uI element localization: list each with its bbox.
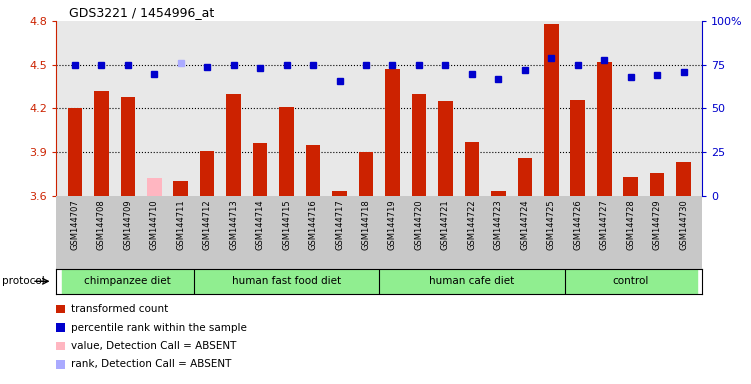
Bar (438, 101, 453, 196)
Text: GSM144714: GSM144714 (255, 200, 264, 250)
Text: transformed count: transformed count (71, 304, 167, 314)
Bar (491, 192, 505, 196)
Bar (385, 69, 400, 196)
Bar (68, 109, 82, 196)
Text: rank, Detection Call = ABSENT: rank, Detection Call = ABSENT (71, 359, 231, 369)
Text: GSM144725: GSM144725 (547, 200, 556, 250)
Text: human cafe diet: human cafe diet (430, 276, 514, 286)
Text: protocol: protocol (2, 276, 44, 286)
Text: control: control (613, 276, 649, 286)
Bar (565, 269, 697, 294)
Text: GSM144709: GSM144709 (123, 200, 132, 250)
Text: GDS3221 / 1454996_at: GDS3221 / 1454996_at (69, 5, 215, 18)
Text: value, Detection Call = ABSENT: value, Detection Call = ABSENT (71, 341, 236, 351)
Bar (623, 177, 638, 196)
Text: GSM144728: GSM144728 (626, 200, 635, 250)
Text: GSM144726: GSM144726 (573, 200, 582, 250)
Bar (200, 151, 215, 196)
Bar (677, 162, 691, 196)
Bar (226, 94, 241, 196)
Bar (597, 62, 611, 196)
Text: GSM144718: GSM144718 (361, 200, 370, 250)
Text: GSM144724: GSM144724 (520, 200, 529, 250)
Bar (306, 145, 321, 196)
Bar (465, 142, 479, 196)
Bar (517, 158, 532, 196)
Text: chimpanzee diet: chimpanzee diet (84, 276, 171, 286)
Bar (359, 152, 373, 196)
Bar (194, 269, 379, 294)
Text: human fast food diet: human fast food diet (232, 276, 341, 286)
Text: GSM144713: GSM144713 (229, 200, 238, 250)
Text: GSM144721: GSM144721 (441, 200, 450, 250)
Text: GSM144711: GSM144711 (176, 200, 185, 250)
Text: GSM144715: GSM144715 (282, 200, 291, 250)
Text: GSM144720: GSM144720 (415, 200, 424, 250)
Text: GSM144719: GSM144719 (388, 200, 397, 250)
Bar (94, 91, 109, 196)
Bar (62, 269, 194, 294)
Text: GSM144729: GSM144729 (653, 200, 662, 250)
Bar (253, 144, 267, 196)
Bar (544, 24, 559, 196)
Text: GSM144712: GSM144712 (203, 200, 212, 250)
Text: GSM144727: GSM144727 (600, 200, 609, 250)
Text: GSM144710: GSM144710 (149, 200, 158, 250)
Text: GSM144708: GSM144708 (97, 200, 106, 250)
Text: GSM144707: GSM144707 (71, 200, 80, 250)
Bar (571, 100, 585, 196)
Bar (279, 107, 294, 196)
Text: GSM144730: GSM144730 (679, 200, 688, 250)
Text: GSM144723: GSM144723 (494, 200, 503, 250)
Bar (650, 172, 665, 196)
Bar (147, 179, 161, 196)
Bar (173, 181, 188, 196)
Bar (379, 269, 565, 294)
Text: GSM144722: GSM144722 (467, 200, 476, 250)
Text: percentile rank within the sample: percentile rank within the sample (71, 323, 246, 333)
Text: GSM144717: GSM144717 (335, 200, 344, 250)
Bar (120, 97, 135, 196)
Bar (332, 192, 347, 196)
Bar (412, 94, 427, 196)
Text: GSM144716: GSM144716 (309, 200, 318, 250)
